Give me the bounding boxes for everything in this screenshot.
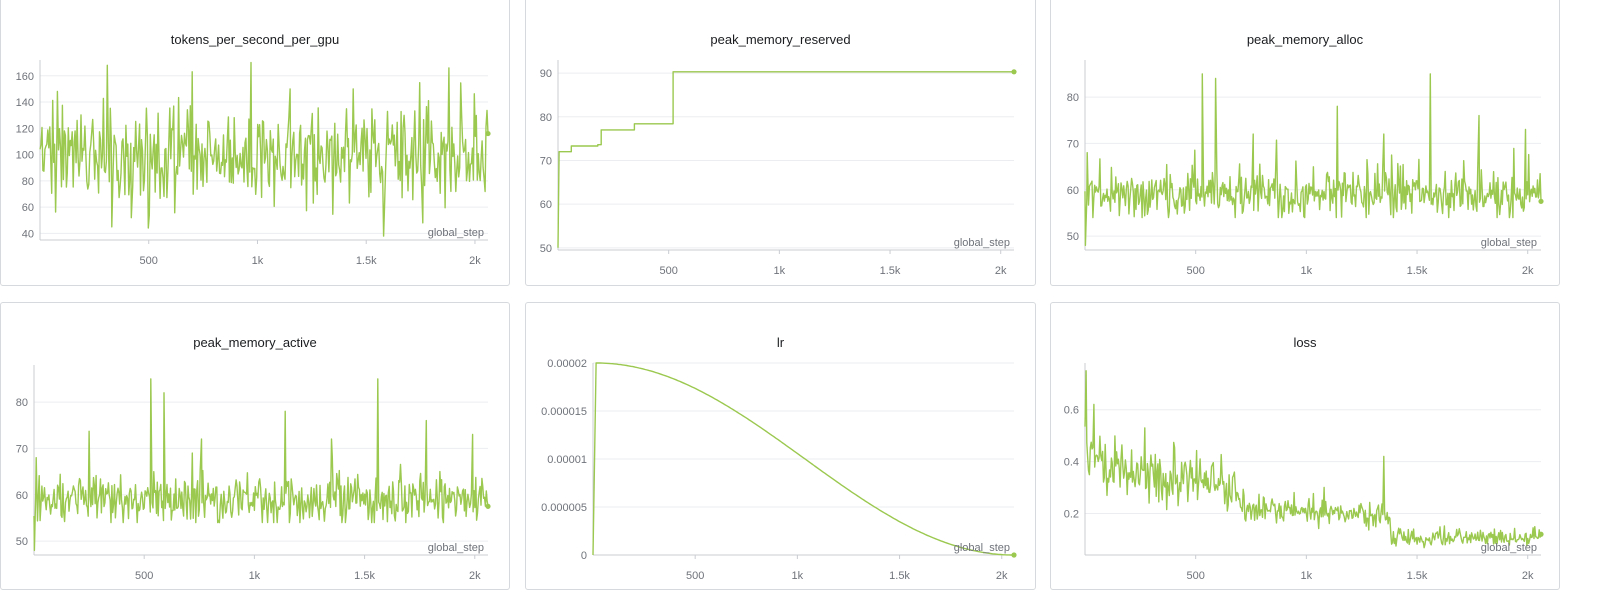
- series-line: [33, 378, 489, 552]
- y-tick-label: 90: [540, 68, 552, 80]
- chart-plot: 50 60 70 80 500 1k 1.5k 2k global_step: [16, 365, 491, 582]
- chart-plot: 0.2 0.4 0.6 500 1k 1.5k 2k global_step: [1064, 363, 1544, 582]
- y-tick-label: 40: [22, 228, 34, 240]
- series-line: [592, 362, 1014, 556]
- x-tick-label: 500: [659, 265, 677, 277]
- x-tick-label: 2k: [1522, 570, 1534, 582]
- chart-plot: 40 60 80 100 120 140 160 500 1k 1.5k 2k global_step: [16, 60, 491, 267]
- chart-panel-reserved: peak_memory_reserved 50 60 70 80 90 500 1k 1.5k…: [525, 0, 1036, 286]
- x-axis-label: global_step: [428, 227, 484, 239]
- x-tick-label: 500: [140, 255, 158, 267]
- series-line: [1084, 370, 1542, 549]
- chart-title: lr: [776, 335, 785, 350]
- x-axis-label: global_step: [428, 542, 484, 554]
- chart-panel-tokens: tokens_per_second_per_gpu 40 60 80 100 120 14…: [0, 0, 510, 286]
- y-tick-label: 0.00001: [547, 454, 587, 466]
- chart-panel-alloc: peak_memory_alloc 50 60 70 80 500 1k 1.5k 2k glo…: [1050, 0, 1560, 286]
- y-tick-label: 80: [540, 112, 552, 124]
- series-end-point: [1538, 198, 1544, 204]
- y-tick-label: 50: [1067, 231, 1079, 243]
- x-axis-label: global_step: [1481, 237, 1537, 249]
- series-end-point: [485, 503, 491, 509]
- x-tick-label: 1.5k: [1407, 265, 1428, 277]
- chart-panel-active: peak_memory_active 50 60 70 80 500 1k 1.5k 2k gl…: [0, 302, 510, 590]
- y-tick-label: 80: [22, 176, 34, 188]
- x-axis-label: global_step: [954, 237, 1010, 249]
- x-tick-label: 2k: [1522, 265, 1534, 277]
- series-end-point: [1538, 531, 1544, 537]
- x-tick-label: 500: [1186, 570, 1204, 582]
- chart-title: peak_memory_active: [193, 335, 317, 350]
- y-tick-label: 60: [540, 199, 552, 211]
- x-axis-label: global_step: [1481, 542, 1537, 554]
- y-tick-label: 140: [16, 97, 34, 109]
- x-tick-label: 1.5k: [1407, 570, 1428, 582]
- y-tick-label: 160: [16, 71, 34, 83]
- y-tick-label: 0.6: [1064, 405, 1079, 417]
- chart-title: peak_memory_reserved: [710, 32, 851, 47]
- x-tick-label: 1.5k: [880, 265, 901, 277]
- x-tick-label: 1k: [1301, 265, 1313, 277]
- x-tick-label: 1k: [249, 570, 261, 582]
- y-tick-label: 100: [16, 150, 34, 162]
- series-line: [1084, 73, 1542, 247]
- series-end-point: [1011, 552, 1017, 558]
- y-tick-label: 80: [16, 397, 28, 409]
- x-tick-label: 2k: [469, 570, 481, 582]
- chart-plot: 50 60 70 80 90 500 1k 1.5k 2k global_step: [540, 60, 1017, 277]
- chart-title: tokens_per_second_per_gpu: [170, 32, 340, 47]
- y-tick-label: 0.2: [1064, 508, 1079, 520]
- x-tick-label: 500: [686, 570, 704, 582]
- y-tick-label: 120: [16, 123, 34, 135]
- chart-plot: 50 60 70 80 500 1k 1.5k 2k global_step: [1067, 60, 1544, 277]
- x-tick-label: 500: [135, 570, 153, 582]
- y-tick-label: 50: [540, 243, 552, 255]
- x-tick-label: 1k: [792, 570, 804, 582]
- x-tick-label: 1.5k: [889, 570, 910, 582]
- series-line: [39, 61, 489, 237]
- x-tick-label: 1k: [252, 255, 264, 267]
- y-tick-label: 0.00002: [547, 358, 587, 370]
- y-tick-label: 60: [1067, 185, 1079, 197]
- chart-plot: 0 0.000005 0.00001 0.000015 0.00002 500 1k 1.5k…: [541, 358, 1017, 582]
- series-end-point: [1011, 69, 1017, 75]
- chart-panel-lr: lr 0 0.000005 0.00001 0.000015 0.00002 500 1k 1…: [525, 302, 1036, 590]
- x-tick-label: 2k: [995, 265, 1007, 277]
- y-tick-label: 0.000005: [541, 502, 587, 514]
- chart-panel-loss: loss 0.2 0.4 0.6 500 1k 1.5k 2k global_step: [1050, 302, 1560, 590]
- y-tick-label: 0.000015: [541, 406, 587, 418]
- chart-title: peak_memory_alloc: [1246, 32, 1364, 47]
- x-tick-label: 2k: [469, 255, 481, 267]
- x-tick-label: 2k: [996, 570, 1008, 582]
- x-tick-label: 1k: [1301, 570, 1313, 582]
- y-tick-label: 0.4: [1064, 457, 1079, 469]
- x-tick-label: 1.5k: [356, 255, 377, 267]
- y-tick-label: 60: [22, 202, 34, 214]
- y-tick-label: 70: [1067, 138, 1079, 150]
- y-tick-label: 70: [16, 443, 28, 455]
- y-tick-label: 50: [16, 536, 28, 548]
- series-end-point: [485, 130, 491, 137]
- chart-title: loss: [1293, 335, 1317, 350]
- y-tick-label: 80: [1067, 92, 1079, 104]
- x-tick-label: 500: [1186, 265, 1204, 277]
- y-tick-label: 60: [16, 490, 28, 502]
- y-tick-label: 70: [540, 155, 552, 167]
- y-tick-label: 0: [581, 550, 587, 562]
- series-line: [557, 71, 1014, 248]
- x-tick-label: 1k: [774, 265, 786, 277]
- x-tick-label: 1.5k: [354, 570, 375, 582]
- x-axis-label: global_step: [954, 542, 1010, 554]
